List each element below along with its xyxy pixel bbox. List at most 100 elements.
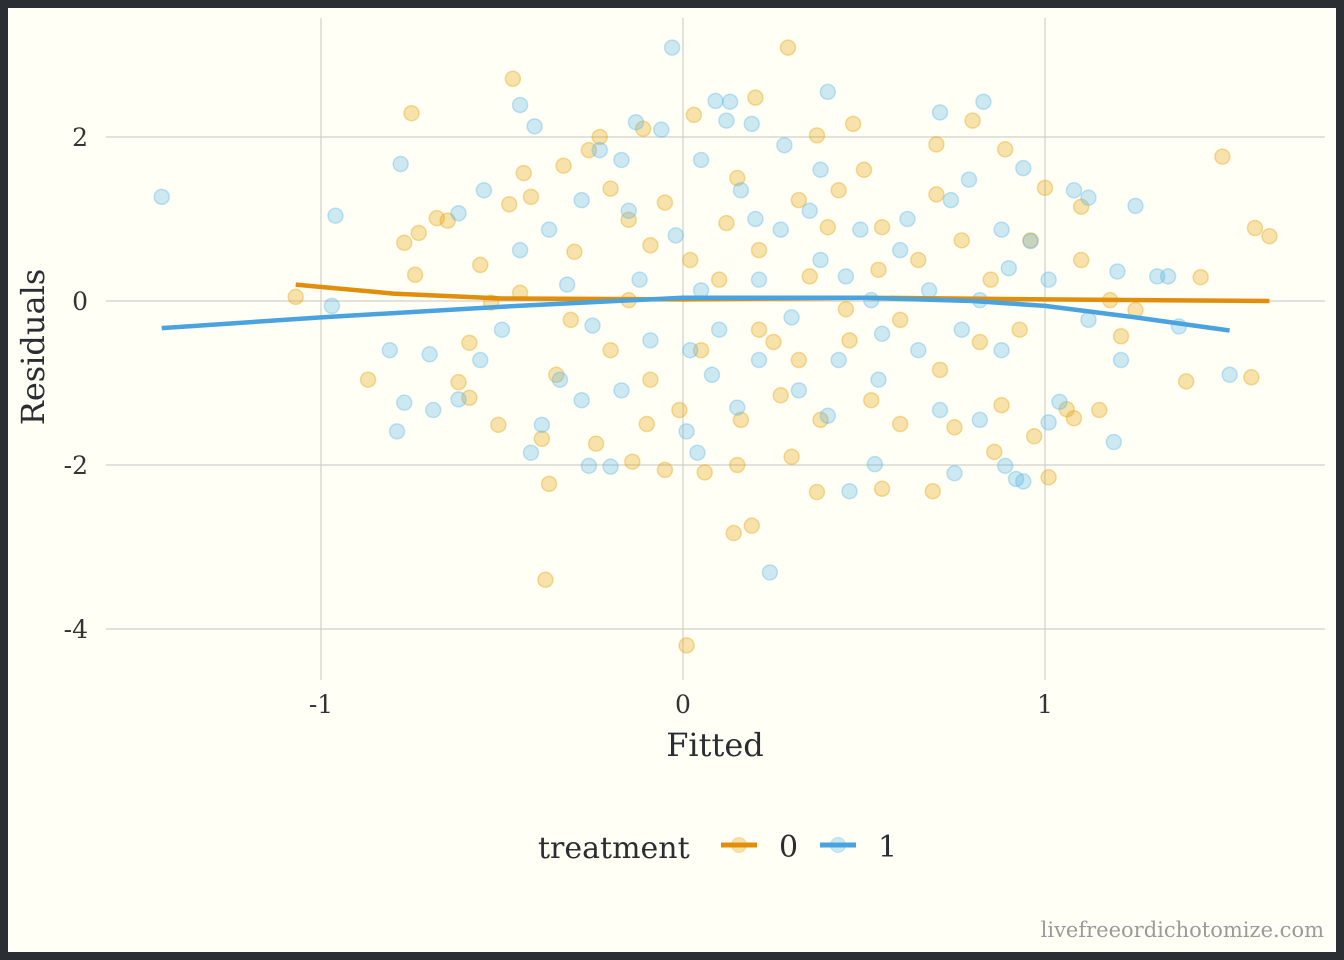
point-series-1	[721, 93, 739, 110]
point-series-1	[931, 401, 949, 419]
point-series-1	[772, 221, 789, 238]
point-series-1	[1022, 232, 1039, 250]
point-series-0	[1036, 179, 1054, 197]
point-series-1	[790, 382, 808, 399]
x-axis-label: Fitted	[666, 726, 764, 764]
point-series-1	[620, 202, 637, 220]
point-series-1	[819, 407, 837, 425]
point-series-0	[1261, 227, 1278, 245]
point-series-0	[931, 361, 949, 379]
point-series-1	[819, 83, 837, 101]
point-series-0	[779, 39, 797, 56]
point-series-1	[323, 297, 341, 315]
point-series-0	[1025, 428, 1043, 445]
point-series-1	[511, 241, 529, 259]
point-series-1	[631, 271, 648, 288]
point-series-1	[678, 423, 695, 440]
point-series-0	[855, 161, 873, 179]
point-series-0	[642, 371, 659, 388]
point-series-1	[873, 325, 891, 343]
point-series-0	[439, 212, 456, 229]
point-series-0	[812, 411, 829, 429]
point-series-1	[667, 227, 685, 244]
point-series-0	[287, 288, 304, 306]
series-0-points	[287, 39, 1278, 654]
point-series-0	[602, 180, 619, 197]
point-series-0	[891, 311, 909, 329]
point-series-1	[1221, 366, 1238, 384]
point-series-0	[783, 448, 800, 466]
point-series-1	[931, 104, 949, 121]
point-series-0	[656, 194, 674, 211]
point-series-1	[1015, 473, 1032, 490]
point-series-0	[1072, 251, 1090, 269]
point-series-0	[808, 483, 826, 501]
point-series-0	[1177, 373, 1195, 390]
point-series-0	[873, 218, 891, 236]
point-series-1	[558, 276, 576, 293]
point-series-0	[1091, 401, 1108, 419]
point-series-1	[613, 382, 630, 399]
point-series-1	[1105, 433, 1123, 451]
point-series-1	[870, 371, 887, 388]
point-series-1	[1148, 268, 1166, 285]
point-series-1	[522, 444, 540, 461]
point-series-0	[428, 209, 446, 227]
point-series-1	[837, 268, 855, 285]
point-series-0	[696, 464, 713, 481]
point-series-0	[1072, 198, 1090, 215]
point-series-0	[671, 401, 688, 419]
point-series-1	[703, 366, 721, 384]
point-series-1	[830, 351, 847, 369]
point-series-0	[504, 70, 522, 88]
point-series-0	[862, 391, 880, 409]
point-series-0	[403, 104, 420, 122]
legend: treatment 0 1	[538, 830, 897, 866]
point-series-1	[1159, 268, 1177, 285]
point-series-1	[747, 210, 764, 228]
point-series-0	[891, 415, 909, 433]
point-series-1	[710, 321, 728, 338]
y-axis-label: Residuals	[14, 269, 52, 426]
point-series-1	[960, 171, 978, 188]
point-series-1	[812, 161, 829, 179]
point-series-0	[1192, 268, 1209, 286]
point-series-1	[511, 96, 529, 114]
point-series-1	[1109, 263, 1126, 280]
point-series-0	[678, 637, 695, 654]
point-series-0	[841, 332, 858, 349]
point-series-1	[899, 210, 916, 228]
point-series-0	[634, 120, 652, 138]
point-series-1	[1051, 393, 1068, 411]
chart-frame: -1 0 1 -4 -2 0 2 Fitted Residuals treatment 0 …	[8, 8, 1336, 952]
point-series-0	[587, 435, 605, 452]
point-series-0	[729, 456, 746, 474]
point-series-1	[1112, 351, 1130, 369]
smooth-line-1	[161, 295, 1230, 333]
point-series-0	[725, 524, 742, 542]
point-series-1	[996, 457, 1014, 475]
point-series-0	[681, 251, 699, 269]
point-series-0	[743, 517, 761, 534]
point-series-0	[461, 389, 478, 407]
point-series-0	[566, 243, 583, 261]
point-series-1	[388, 423, 406, 440]
point-series-1	[910, 341, 927, 359]
point-series-1	[783, 309, 800, 326]
point-series-1	[540, 221, 558, 238]
point-series-0	[1112, 328, 1130, 345]
point-series-1	[533, 416, 551, 434]
point-series-0	[692, 341, 710, 359]
point-series-1	[1015, 159, 1032, 177]
point-series-0	[964, 112, 981, 129]
point-series-1	[801, 202, 818, 220]
point-series-0	[986, 443, 1003, 461]
point-series-0	[1058, 400, 1075, 418]
point-series-0	[620, 211, 637, 229]
point-series-0	[591, 128, 608, 146]
point-series-1	[1080, 311, 1097, 329]
grid	[106, 18, 1325, 680]
point-series-1	[732, 182, 750, 199]
point-series-1	[975, 93, 992, 110]
point-series-0	[461, 334, 478, 352]
